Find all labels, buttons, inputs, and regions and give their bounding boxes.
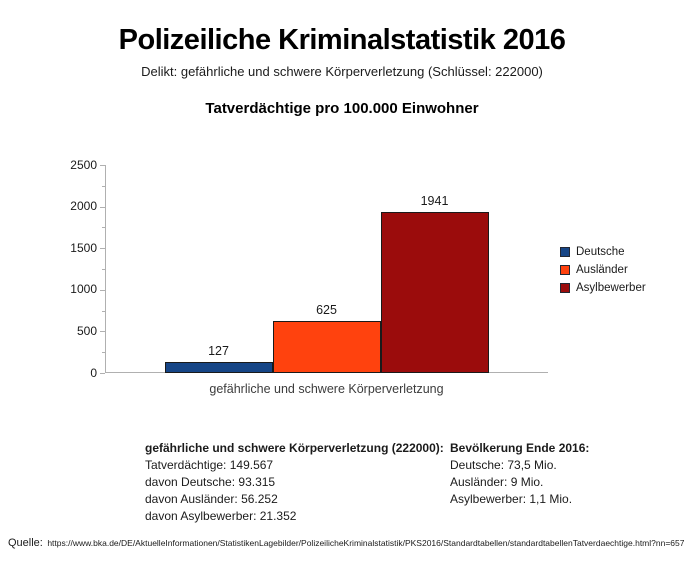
y-axis-minor-tick [102,269,105,270]
y-axis-major-tick [100,248,105,250]
y-axis-minor-tick [102,352,105,354]
y-axis-major-tick [100,206,105,208]
legend-item: Asylbewerber [560,281,646,294]
x-axis-label: gefährliche und schwere Körperverletzung [209,382,444,396]
y-axis-major-tick [100,165,105,166]
y-axis-major-tick [100,331,105,333]
stats-offence-line: davon Ausländer: 56.252 [145,492,278,506]
y-tick-label: 1500 [70,240,97,255]
bar-asylbewerber [380,211,489,373]
y-axis-minor-tick [102,310,105,312]
y-axis-major-tick [100,289,105,291]
stats-offence-line: davon Deutsche: 93.315 [145,475,276,489]
stats-offence: gefährliche und schwere Körperverletzung… [145,440,444,525]
stats-population-header: Bevölkerung Ende 2016: [450,441,590,455]
legend-label: Asylbewerber [576,281,646,294]
y-axis-major-tick [100,373,105,374]
bar-value-label: 1941 [420,193,449,208]
y-tick-label: 1000 [70,282,97,297]
stats-offence-line: Tatverdächtige: 149.567 [145,458,274,472]
legend-label: Ausländer [576,263,628,276]
page-title: Polizeiliche Kriminalstatistik 2016 [118,24,566,56]
legend-swatch-icon [560,282,570,293]
bar-value-label: 127 [208,344,229,359]
bar-ausländer [272,321,381,373]
y-tick-label: 2500 [70,157,97,172]
legend-swatch-icon [560,246,570,257]
y-tick-label: 2000 [70,199,97,214]
source-url: https://www.bka.de/DE/AktuelleInformatio… [47,538,684,548]
source-line: Quelle: https://www.bka.de/DE/AktuelleIn… [8,533,684,551]
legend-item: Deutsche [560,245,646,258]
legend-label: Deutsche [576,245,625,258]
stats-population-line: Deutsche: 73,5 Mio. [450,458,557,472]
chart-legend: Deutsche Ausländer Asylbewerber [560,245,646,299]
y-tick-label: 0 [90,365,97,380]
page-subtitle: Delikt: gefährliche und schwere Körperve… [141,64,543,79]
stats-offence-header: gefährliche und schwere Körperverletzung… [145,441,444,455]
source-label: Quelle: [8,537,43,549]
stats-offence-line: davon Asylbewerber: 21.352 [145,509,297,523]
stats-population-line: Asylbewerber: 1,1 Mio. [450,492,573,506]
legend-swatch-icon [560,264,570,275]
y-tick-label: 500 [76,323,97,338]
chart-title: Tatverdächtige pro 100.000 Einwohner [205,100,479,117]
stats-population: Bevölkerung Ende 2016: Deutsche: 73,5 Mi… [450,440,589,508]
stats-population-line: Ausländer: 9 Mio. [450,475,544,489]
legend-item: Ausländer [560,263,646,276]
y-axis-minor-tick [102,185,105,187]
bar-deutsche [164,362,273,373]
bar-value-label: 625 [316,303,337,317]
y-axis-minor-tick [102,227,105,229]
